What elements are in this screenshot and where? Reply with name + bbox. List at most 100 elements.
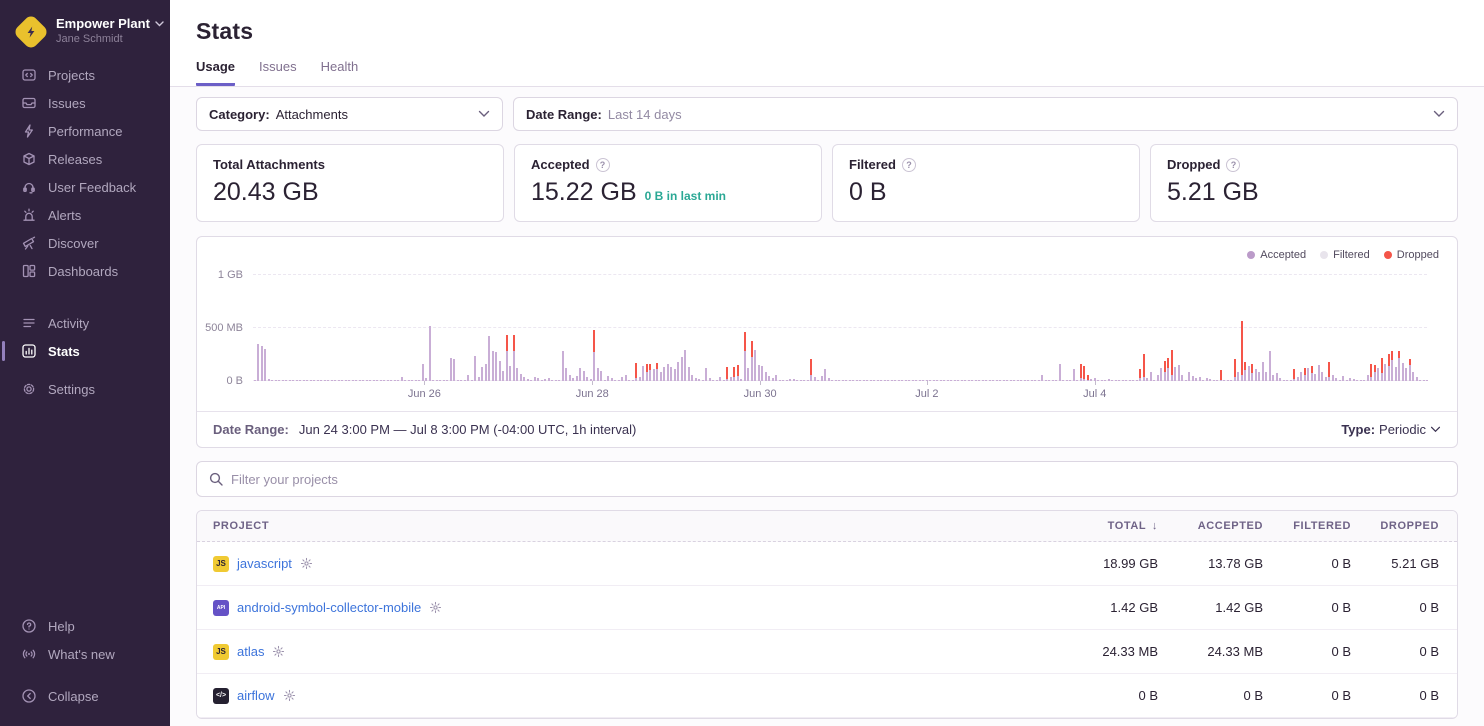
sidebar-item-settings[interactable]: Settings — [0, 375, 170, 403]
chart-bar — [1069, 275, 1073, 381]
chart-bar — [593, 275, 597, 381]
sidebar-item-projects[interactable]: Projects — [0, 61, 170, 89]
chart-bar — [729, 275, 733, 381]
column-header-dropped[interactable]: DROPPED — [1380, 520, 1439, 532]
project-settings-icon[interactable] — [272, 645, 285, 658]
info-icon[interactable]: ? — [901, 157, 916, 172]
sidebar-item-alerts[interactable]: Alerts — [0, 201, 170, 229]
legend-item-filtered[interactable]: Filtered — [1320, 249, 1370, 261]
chart-bar — [575, 275, 579, 381]
sidebar-item-user-feedback[interactable]: User Feedback — [0, 173, 170, 201]
project-settings-icon[interactable] — [300, 557, 313, 570]
column-header-total[interactable]: TOTAL ↓ — [1107, 520, 1158, 532]
sidebar-item-dashboards[interactable]: Dashboards — [0, 257, 170, 285]
org-name: Empower Plant — [56, 16, 164, 31]
daterange-select[interactable]: Date Range: Last 14 days — [513, 97, 1458, 131]
legend-dot-icon — [1320, 251, 1329, 259]
sidebar-item-help[interactable]: Help — [0, 612, 170, 640]
chart-bar — [1230, 275, 1234, 381]
info-icon[interactable]: ? — [595, 157, 610, 172]
tab-usage[interactable]: Usage — [196, 59, 236, 86]
chart-bar — [922, 275, 926, 381]
info-icon[interactable]: ? — [1226, 157, 1241, 172]
project-link[interactable]: javascript — [237, 556, 292, 571]
chart-bar — [1027, 275, 1031, 381]
chart-bar — [365, 275, 369, 381]
chart-bar — [1135, 275, 1139, 381]
chart-bar — [586, 275, 590, 381]
chart-bar — [1303, 275, 1307, 381]
chart-bar — [967, 275, 971, 381]
tab-issues[interactable]: Issues — [259, 59, 297, 74]
sidebar-item-discover[interactable]: Discover — [0, 229, 170, 257]
activity-icon — [21, 315, 37, 331]
chart-bar — [537, 275, 541, 381]
table-row: JS javascript 18.99 GB 13.78 GB 0 B 5.21 GB — [197, 542, 1457, 586]
chart-bar — [796, 275, 800, 381]
chart-bar — [516, 275, 520, 381]
chart-bar — [890, 275, 894, 381]
chart-type-select[interactable]: Type: Periodic — [1341, 422, 1441, 437]
sidebar-item-label: Settings — [48, 381, 95, 397]
chart-bar — [1289, 275, 1293, 381]
sidebar-item-activity[interactable]: Activity — [0, 309, 170, 337]
chart-bar — [1394, 275, 1398, 381]
project-link[interactable]: android-symbol-collector-mobile — [237, 600, 422, 615]
chart-bar — [1335, 275, 1339, 381]
chart-bar — [1170, 275, 1174, 381]
chart-bar — [841, 275, 845, 381]
chart-bar — [1422, 275, 1426, 381]
legend-item-dropped[interactable]: Dropped — [1383, 249, 1439, 261]
chart-bar — [1009, 275, 1013, 381]
chart-bar — [579, 275, 583, 381]
filter-row: Category: Attachments Date Range: Last 1… — [196, 97, 1458, 131]
chart-bar — [771, 275, 775, 381]
tab-health[interactable]: Health — [320, 59, 359, 74]
category-select[interactable]: Category: Attachments — [196, 97, 503, 131]
legend-item-accepted[interactable]: Accepted — [1247, 249, 1306, 261]
category-select-label: Category: — [209, 106, 270, 122]
chart-bar — [393, 275, 397, 381]
sidebar-item-label: Help — [48, 618, 75, 634]
column-header-accepted[interactable]: ACCEPTED — [1197, 520, 1263, 532]
chart-bar — [1006, 275, 1010, 381]
chart-bar — [1013, 275, 1017, 381]
chart-bar — [274, 275, 278, 381]
sidebar-item-label: User Feedback — [48, 179, 137, 195]
chart-bar — [558, 275, 562, 381]
project-settings-icon[interactable] — [429, 601, 442, 614]
chart-bar — [1328, 275, 1332, 381]
daterange-select-label: Date Range: — [526, 106, 602, 122]
chevron-down-icon — [1433, 110, 1445, 118]
chart-bar — [572, 275, 576, 381]
project-link[interactable]: atlas — [237, 644, 265, 659]
chart-bar — [1412, 275, 1416, 381]
stat-card-value: 0 B — [849, 178, 887, 206]
x-axis-tick — [1094, 381, 1096, 385]
chart-bar — [1100, 275, 1104, 381]
chart-bar — [897, 275, 901, 381]
search-input[interactable] — [231, 471, 1445, 487]
sidebar-item-issues[interactable]: Issues — [0, 89, 170, 117]
sidebar-item-performance[interactable]: Performance — [0, 117, 170, 145]
sidebar-item-releases[interactable]: Releases — [0, 145, 170, 173]
org-switcher[interactable]: Empower Plant Jane Schmidt — [0, 13, 170, 61]
column-header-project[interactable]: PROJECT — [213, 520, 270, 532]
chart-bar — [547, 275, 551, 381]
project-link[interactable]: airflow — [237, 688, 275, 703]
column-header-filtered[interactable]: FILTERED — [1293, 520, 1351, 532]
page-header: Stats Usage Issues Health — [170, 0, 1484, 87]
chart-bar — [642, 275, 646, 381]
chart-bar — [264, 275, 268, 381]
chart-bar — [1293, 275, 1297, 381]
chart-bar — [449, 275, 453, 381]
sidebar-item-collapse[interactable]: Collapse — [0, 682, 170, 710]
sidebar-item-whats-new[interactable]: What's new — [0, 640, 170, 668]
chart-bar — [376, 275, 380, 381]
sidebar-item-stats[interactable]: Stats — [0, 337, 170, 365]
chart-bar — [1244, 275, 1248, 381]
chart-bar — [1048, 275, 1052, 381]
chart-bar — [866, 275, 870, 381]
project-settings-icon[interactable] — [283, 689, 296, 702]
chart-bar — [1156, 275, 1160, 381]
